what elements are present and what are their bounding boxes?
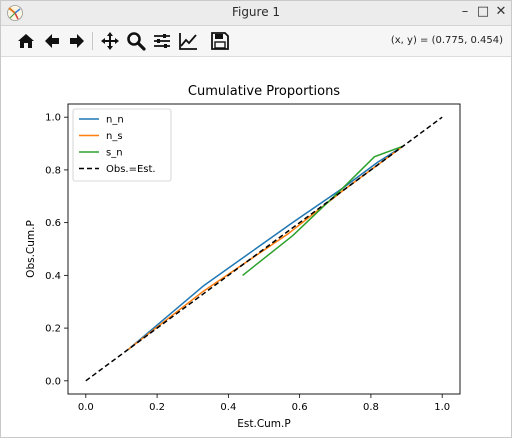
series-line-n-n [128, 145, 404, 350]
series-line-s-n [242, 145, 404, 276]
y-axis-label: Obs.Cum.P [25, 220, 37, 278]
cursor-coordinates: (x, y) = (0.775, 0.454) [390, 35, 503, 46]
home-icon[interactable] [15, 30, 37, 52]
forward-icon[interactable] [66, 30, 88, 52]
navigation-toolbar: (x, y) = (0.775, 0.454) [1, 26, 511, 57]
y-tick-label: 0.6 [45, 218, 61, 229]
x-tick-label: 0.2 [149, 402, 165, 413]
x-tick-label: 0.0 [78, 402, 94, 413]
title-bar: Figure 1 – □ ✕ [1, 1, 511, 26]
y-tick-label: 0.2 [45, 324, 61, 335]
legend-box [72, 108, 172, 182]
x-tick-label: 0.6 [292, 402, 308, 413]
legend-label: Obs.=Est. [106, 164, 156, 175]
figure-canvas[interactable]: Cumulative Proportions Est.Cum.P Obs.Cum… [1, 57, 511, 437]
toolbar-separator [92, 32, 93, 50]
legend: n_n n_s s_n Obs.=Est. [72, 108, 172, 182]
axis-ticks: 0.0 0.2 0.4 0.6 0.8 1.0 0.0 0.2 0.4 0.6 0.8 1.0 [45, 113, 450, 413]
x-axis-label: Est.Cum.P [237, 418, 290, 430]
series-line-obs-est- [85, 116, 443, 382]
zoom-icon[interactable] [125, 30, 147, 52]
legend-label: n_s [106, 131, 123, 142]
x-tick-label: 1.0 [434, 402, 450, 413]
x-tick-label: 0.4 [220, 402, 236, 413]
chart-svg[interactable]: Cumulative Proportions Est.Cum.P Obs.Cum… [1, 57, 511, 437]
y-tick-label: 1.0 [45, 113, 61, 124]
maximize-button[interactable]: □ [476, 4, 490, 19]
minimize-button[interactable]: – [461, 4, 469, 19]
legend-label: n_n [106, 115, 124, 126]
y-tick-label: 0.4 [45, 271, 61, 282]
legend-label: s_n [106, 148, 123, 159]
matplotlib-app-icon [6, 4, 24, 22]
series-lines [85, 116, 443, 382]
chart-title: Cumulative Proportions [188, 84, 340, 99]
close-button[interactable]: ✕ [495, 4, 507, 19]
edit-axis-icon[interactable] [177, 30, 199, 52]
x-tick-label: 0.8 [363, 402, 379, 413]
pan-icon[interactable] [99, 30, 121, 52]
y-tick-label: 0.0 [45, 376, 61, 387]
window-title: Figure 1 [231, 5, 281, 19]
save-icon[interactable] [209, 30, 231, 52]
y-tick-label: 0.8 [45, 165, 61, 176]
back-icon[interactable] [41, 30, 63, 52]
configure-subplots-icon[interactable] [151, 30, 173, 52]
